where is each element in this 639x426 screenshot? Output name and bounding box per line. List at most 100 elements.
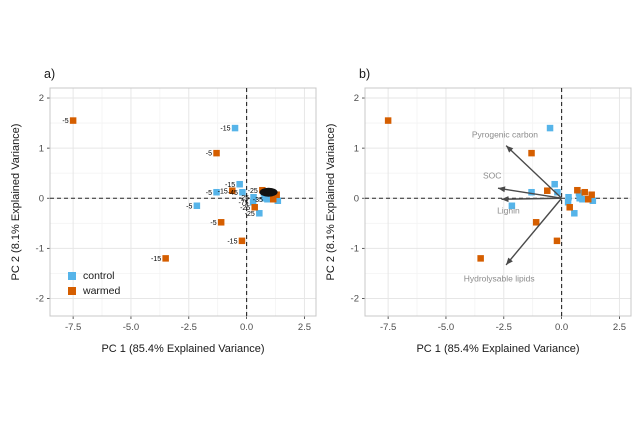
y-tick-label: 0 [39, 193, 44, 204]
point-depth-label: -35 [253, 197, 263, 204]
x-tick-label: 2.5 [298, 322, 311, 333]
data-point-warmed [69, 117, 77, 124]
data-point-control [236, 180, 243, 188]
x-tick-label: -7.5 [380, 322, 396, 333]
x-tick-label: 0.0 [240, 322, 253, 333]
point-depth-label: -5 [62, 118, 68, 125]
loading-arrow [505, 145, 563, 199]
y-tick-label: -2 [351, 294, 359, 305]
point-depth-label: -5 [206, 190, 212, 197]
data-point-control [250, 193, 257, 201]
point-depth-label: -25 [240, 205, 250, 212]
y-tick-label: 1 [39, 143, 44, 154]
loading-arrow-label: SOC [483, 171, 501, 181]
y-tick-label: 0 [354, 193, 359, 204]
point-depth-label: -45 [228, 190, 238, 197]
point-depth-label: -15 [218, 188, 228, 195]
panel-a-label: a) [44, 67, 55, 81]
data-point-warmed [229, 187, 236, 194]
panel-b-plot: b) -7.5 -5.0 -2.5 0.0 2.5 -2 -1 0 1 2 Pyrogenic ca… [325, 67, 632, 355]
x-tick-label: -2.5 [496, 322, 512, 333]
x-tick-label: 2.5 [613, 322, 626, 333]
data-point-control [589, 197, 597, 204]
point-depth-label: -5 [210, 220, 216, 227]
data-point-control [231, 124, 239, 132]
legend: control warmed [68, 270, 120, 297]
panel-b-x-axis-title: PC 1 (85.4% Explained Variance) [416, 343, 579, 355]
data-point-control [193, 202, 201, 210]
x-tick-label: -2.5 [181, 322, 197, 333]
point-depth-label: -5 [186, 203, 192, 210]
data-point-control [551, 180, 558, 188]
panel-border [364, 87, 632, 317]
data-point-warmed [162, 255, 169, 262]
legend-swatch-warmed-icon [68, 287, 76, 295]
data-point-warmed [238, 237, 246, 245]
loading-arrowhead-icon [506, 145, 514, 153]
y-tick-label: -2 [36, 294, 44, 305]
data-point-warmed [584, 195, 592, 203]
point-depth-label: -25 [239, 195, 249, 202]
loading-arrowhead-icon [506, 257, 513, 265]
point-depth-label: -15 [220, 126, 230, 133]
data-point-warmed [566, 204, 573, 211]
data-point-control [508, 202, 516, 210]
data-point-warmed [532, 219, 540, 226]
data-point-control [579, 195, 586, 203]
loading-arrow-label: Pyrogenic carbon [472, 130, 538, 140]
data-point-control [239, 188, 246, 196]
data-point-control [565, 193, 572, 201]
loading-arrow-label: Hydrolysable lipids [464, 273, 535, 283]
data-point-control [571, 210, 578, 217]
panel-b-y-axis-title: PC 2 (8.1% Explained Variance) [325, 124, 337, 281]
panel-b-label: b) [359, 67, 370, 81]
y-tick-label: 2 [39, 93, 44, 104]
loading-arrow-label: Lignin [497, 205, 520, 215]
overlapping-labels-blob [259, 187, 278, 197]
data-point-warmed [588, 191, 595, 198]
data-point-control [274, 197, 282, 204]
point-depth-label: -75 [238, 200, 248, 207]
data-point-warmed [269, 195, 277, 203]
data-point-control [554, 188, 561, 196]
data-point-warmed [213, 149, 220, 157]
data-point-warmed [217, 219, 225, 226]
data-point-control [528, 188, 535, 196]
data-point-warmed [384, 117, 392, 124]
x-tick-label: -5.0 [438, 322, 454, 333]
point-depth-label: -15 [151, 256, 161, 263]
data-point-control [213, 188, 220, 196]
point-depth-label: -25 [245, 211, 255, 218]
data-point-control [564, 199, 572, 206]
panel-a-x-axis-title: PC 1 (85.4% Explained Variance) [101, 343, 264, 355]
loading-arrow [501, 197, 562, 200]
panel-a-y-axis-title: PC 2 (8.1% Explained Variance) [10, 124, 22, 281]
legend-item-control: control [68, 270, 120, 282]
data-point-control [264, 195, 271, 203]
data-point-warmed [581, 188, 588, 196]
point-depth-label: -5 [206, 151, 212, 158]
loading-arrowhead-icon [498, 186, 506, 193]
legend-item-warmed: warmed [68, 285, 120, 297]
x-tick-label: -7.5 [65, 322, 81, 333]
data-point-warmed [273, 191, 280, 198]
data-point-warmed [528, 149, 535, 157]
panel-b-plot-area: -7.5 -5.0 -2.5 0.0 2.5 -2 -1 0 1 2 Pyrogenic carbo… [351, 87, 632, 333]
y-tick-label: -1 [351, 244, 359, 255]
data-point-warmed [477, 255, 484, 262]
y-tick-label: -1 [36, 244, 44, 255]
loading-arrowhead-icon [501, 196, 509, 203]
point-depth-label: -15 [227, 238, 237, 245]
data-point-control [249, 199, 257, 206]
data-point-warmed [251, 204, 258, 211]
data-point-warmed [544, 187, 551, 194]
panel-a-plot: a) -7.5 -5.0 -2.5 0.0 2.5-2-1012-15-5-15-45-… [10, 67, 317, 355]
y-tick-label: 2 [354, 93, 359, 104]
loading-arrow [497, 187, 562, 199]
y-tick-label: 1 [354, 143, 359, 154]
x-tick-label: -5.0 [123, 322, 139, 333]
x-tick-label: 0.0 [555, 322, 568, 333]
legend-label-control: control [83, 270, 115, 282]
point-depth-label: -25 [248, 188, 258, 195]
